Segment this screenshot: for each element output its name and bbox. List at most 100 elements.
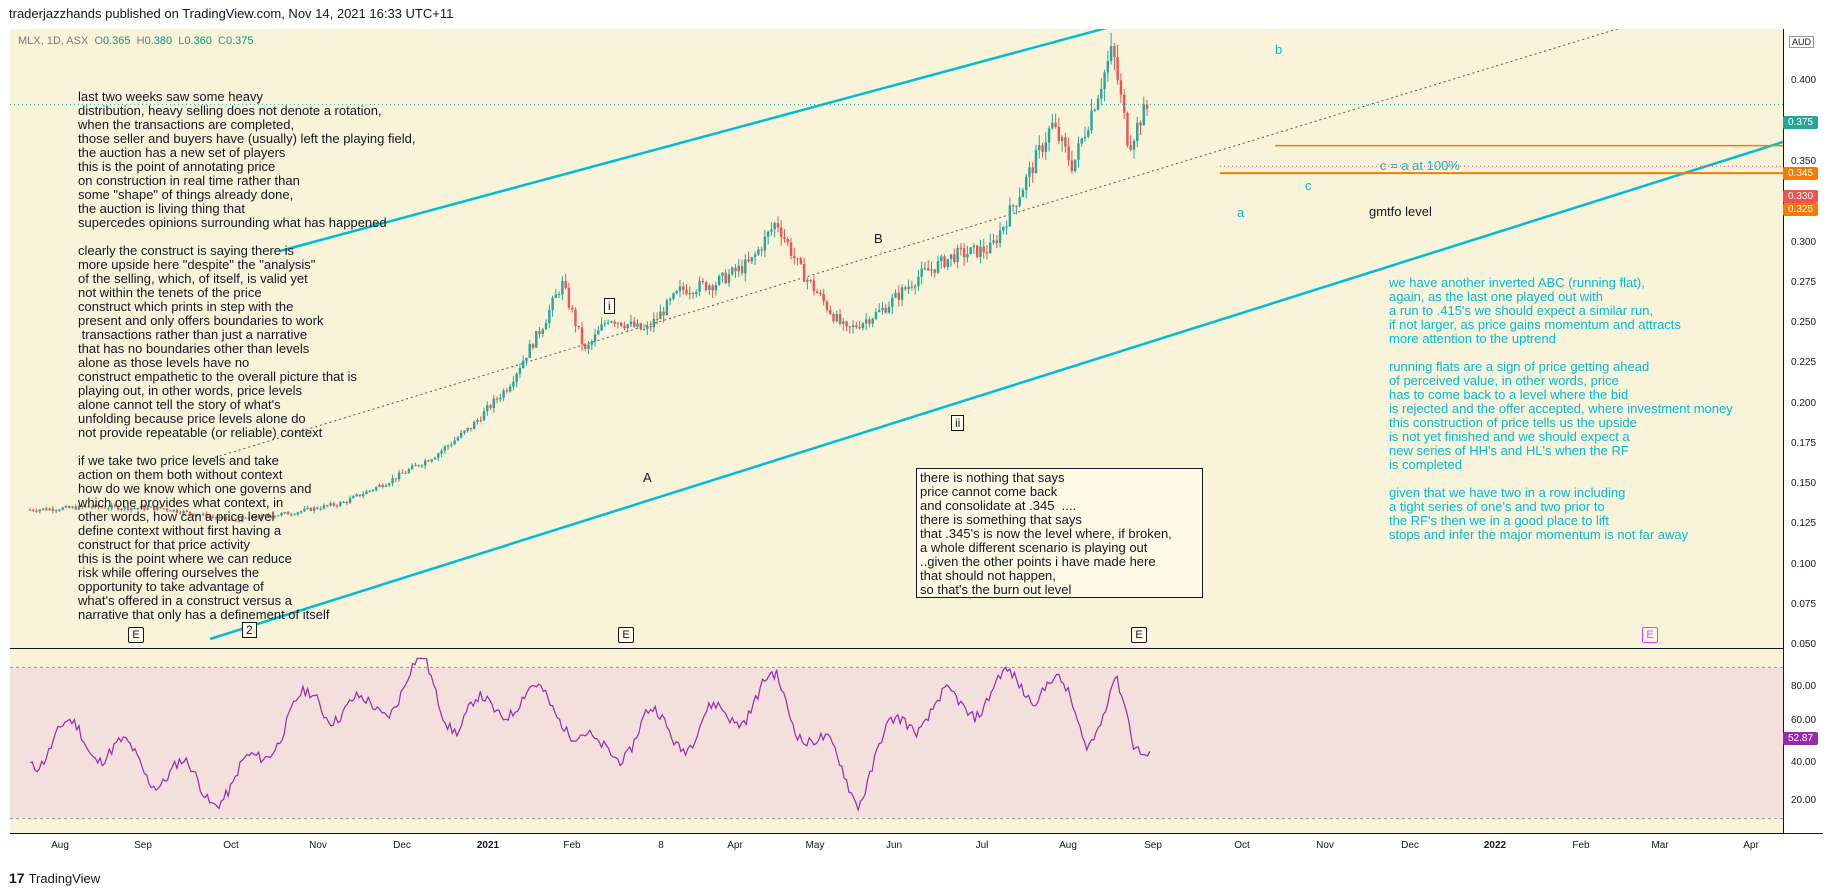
candle [652, 312, 656, 333]
candle [107, 506, 110, 511]
candle [1011, 203, 1015, 213]
candle-body [306, 507, 309, 509]
candle [97, 503, 100, 510]
candle-body [515, 373, 518, 382]
candle [381, 483, 384, 489]
candle-body [936, 261, 940, 273]
candle [453, 436, 456, 445]
candle [280, 511, 283, 517]
candle [518, 363, 522, 378]
candle-body [907, 286, 910, 290]
candle-body [394, 478, 398, 480]
candle [1106, 50, 1110, 82]
candle [368, 490, 371, 493]
candle [606, 319, 610, 326]
candle-body [401, 472, 404, 474]
price-chart-svg[interactable] [10, 29, 1783, 648]
candle [463, 430, 466, 435]
candle [695, 289, 698, 298]
candle [28, 508, 32, 511]
footer-brand[interactable]: 17 TradingView [9, 870, 100, 886]
candle [312, 505, 316, 514]
rsi-value-label: 52.87 [1783, 732, 1818, 745]
candle-body [192, 513, 195, 516]
candle-body [466, 427, 469, 431]
candle [593, 328, 597, 347]
candle [884, 303, 887, 314]
y-tick-label: 0.200 [1791, 398, 1817, 409]
candle-body [789, 242, 793, 256]
candle-body [139, 506, 143, 509]
earnings-badge[interactable]: E [618, 627, 634, 643]
candle [577, 325, 580, 330]
candle-body [1083, 136, 1087, 139]
candle-body [371, 489, 375, 491]
price-axis[interactable] [1783, 29, 1824, 852]
candle-body [835, 314, 838, 322]
candle [992, 233, 995, 245]
candle-body [48, 508, 51, 511]
candle [1136, 116, 1139, 148]
candle [874, 308, 878, 321]
candle-body [623, 325, 626, 329]
candle-body [365, 491, 368, 495]
annotation-boxed-text: there is nothing that says price cannot … [916, 468, 1203, 598]
candle [355, 493, 358, 497]
candle [802, 257, 806, 282]
candle [538, 327, 541, 339]
candle [698, 276, 701, 297]
candle-body [531, 344, 535, 348]
candle-body [54, 510, 58, 512]
rsi-band [10, 667, 1783, 819]
candle [1080, 137, 1083, 147]
candle-body [280, 513, 283, 516]
candle [188, 511, 192, 517]
candle [231, 517, 234, 522]
candle [241, 515, 244, 523]
footer-brand-text: TradingView [28, 871, 101, 886]
candle [159, 506, 162, 510]
candle [116, 505, 120, 511]
candle-body [61, 507, 64, 510]
time-axis[interactable]: Aug Sep Oct Nov Dec 2021 Feb 8 Apr May Jun Jul Aug Se… [10, 833, 1823, 859]
candle [492, 394, 496, 413]
earnings-badge-upcoming[interactable]: E [1642, 627, 1658, 643]
pane-separator[interactable] [10, 648, 1783, 649]
candle [649, 321, 652, 332]
candle-body [277, 515, 280, 517]
candle [780, 220, 783, 246]
rsi-chart-svg[interactable] [10, 649, 1783, 852]
candle [257, 516, 260, 520]
candle-body [812, 280, 816, 292]
candle-body [616, 322, 620, 324]
candle-body [286, 512, 290, 515]
candle [786, 236, 789, 247]
earnings-badge[interactable]: E [128, 627, 144, 643]
earnings-badge[interactable]: E [1131, 627, 1147, 643]
candle [420, 464, 424, 468]
candle [495, 396, 499, 404]
currency-badge[interactable]: AUD [1789, 36, 1815, 48]
candle [753, 251, 757, 265]
candle-body [201, 513, 205, 516]
candle-body [773, 223, 776, 230]
rsi-pane[interactable] [10, 649, 1783, 852]
candle [260, 513, 264, 520]
candle [120, 507, 123, 512]
candle [708, 283, 711, 295]
price-label: 0.345 [1783, 167, 1818, 180]
candle [1100, 78, 1103, 106]
candle-body [391, 478, 394, 484]
candle-body [355, 494, 358, 497]
candle [133, 505, 136, 510]
candle [339, 500, 342, 508]
candle [459, 429, 463, 439]
candle [838, 308, 842, 326]
price-pane[interactable] [10, 29, 1783, 648]
candle [783, 229, 786, 243]
x-tick-label: Nov [309, 840, 327, 851]
candle-body [704, 282, 708, 290]
chart-frame[interactable] [10, 29, 1783, 852]
candle [1113, 43, 1116, 71]
candle-body [35, 510, 38, 512]
